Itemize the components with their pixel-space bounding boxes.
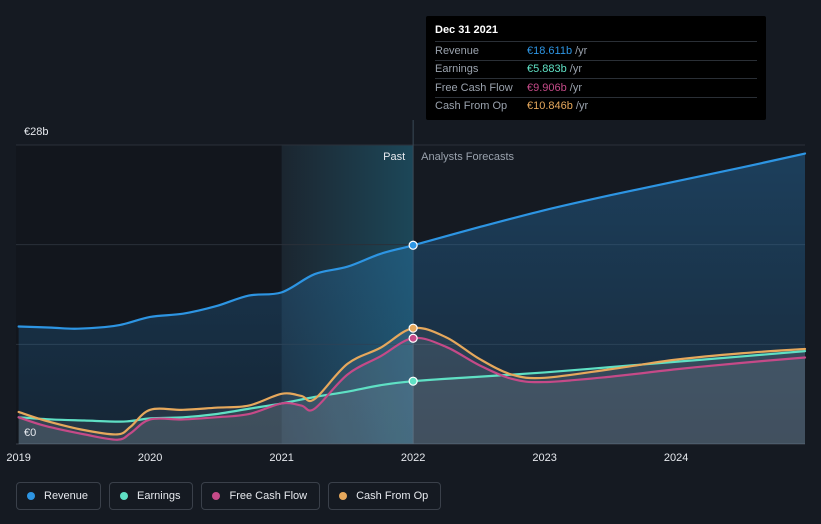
legend-item-cash-from-op[interactable]: Cash From Op <box>328 482 442 510</box>
tooltip-row-revenue: Revenue €18.611b /yr <box>435 41 757 60</box>
legend-dot-icon <box>27 492 35 500</box>
line-earnings <box>17 349 807 423</box>
tooltip-value: €5.883b <box>527 63 567 76</box>
legend-label: Free Cash Flow <box>229 490 308 502</box>
area-revenue <box>18 153 805 445</box>
hover-tooltip: Dec 31 2021 Revenue €18.611b /yr Earning… <box>426 16 766 120</box>
tooltip-unit: /yr <box>575 44 588 57</box>
tooltip-value: €18.611b <box>527 44 573 57</box>
tooltip-value: €10.846b <box>527 100 573 113</box>
legend-label: Earnings <box>137 490 181 502</box>
past-label: Past <box>383 151 405 163</box>
tooltip-label: Cash From Op <box>435 100 508 113</box>
x-tick-label: 2020 <box>138 452 162 464</box>
tooltip-label: Free Cash Flow <box>435 81 513 94</box>
point-revenue <box>408 240 418 250</box>
tooltip-unit: /yr <box>569 81 582 94</box>
x-tick-label: 2022 <box>401 452 425 464</box>
area-earnings <box>18 351 805 444</box>
x-tick-label: 2024 <box>664 452 688 464</box>
tooltip-unit: /yr <box>575 100 589 113</box>
legend-item-revenue[interactable]: Revenue <box>16 482 102 510</box>
forecast-label: Analysts Forecasts <box>421 151 514 163</box>
legend-label: Cash From Op <box>356 490 429 502</box>
legend-dot-icon <box>212 492 221 500</box>
tooltip-row-free-cash-flow: Free Cash Flow €9.906b /yr <box>435 78 757 97</box>
legend-dot-icon <box>339 492 348 500</box>
line-cash-from-op <box>17 326 807 436</box>
line-free-cash-flow <box>17 336 807 441</box>
chart-legend: Revenue Earnings Free Cash Flow Cash Fro… <box>16 482 442 510</box>
point-earnings <box>408 376 418 386</box>
tooltip-value: €9.906b <box>527 81 567 94</box>
tooltip-label: Revenue <box>435 44 480 57</box>
legend-label: Revenue <box>44 490 89 502</box>
x-tick-label: 2023 <box>532 452 556 464</box>
tooltip-unit: /yr <box>569 63 582 76</box>
line-revenue <box>17 152 807 330</box>
legend-dot-icon <box>120 492 129 500</box>
legend-item-earnings[interactable]: Earnings <box>109 482 194 510</box>
point-cash-from-op <box>408 323 418 333</box>
x-tick-label: 2019 <box>6 452 30 464</box>
tooltip-label: Earnings <box>435 63 479 76</box>
tooltip-row-earnings: Earnings €5.883b /yr <box>435 59 757 79</box>
point-free-cash-flow <box>408 333 418 343</box>
tooltip-date: Dec 31 2021 <box>435 24 498 36</box>
tooltip-row-cash-from-op: Cash From Op €10.846b /yr <box>435 96 757 116</box>
legend-item-free-cash-flow[interactable]: Free Cash Flow <box>201 482 321 510</box>
y-axis-min-label: €0 <box>24 427 36 439</box>
y-axis-max-label: €28b <box>24 126 48 138</box>
x-tick-label: 2021 <box>269 452 293 464</box>
